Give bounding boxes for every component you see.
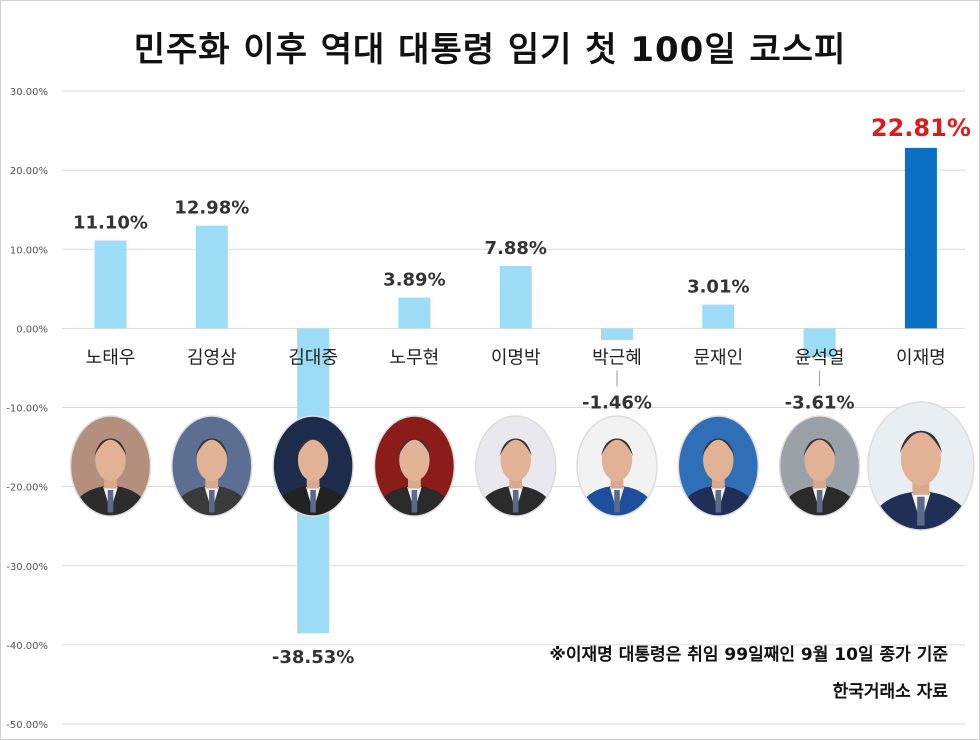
y-tick-label: -40.00%	[6, 641, 48, 652]
data-label: 7.88%	[484, 238, 546, 259]
footnote-basis: ※이재명 대통령은 취임 99일째인 9월 10일 종가 기준	[549, 645, 948, 665]
data-label: -3.61%	[785, 392, 855, 413]
data-label: 3.89%	[383, 270, 445, 291]
portrait-icon	[69, 415, 152, 517]
portrait-icon	[677, 415, 760, 517]
category-label: 이명박	[491, 347, 541, 368]
category-label: 노태우	[86, 347, 136, 368]
chart-title: 민주화 이후 역대 대통령 임기 첫 100일 코스피	[133, 30, 847, 70]
category-label: 김대중	[288, 347, 338, 368]
data-label: -38.53%	[272, 647, 354, 668]
category-label: 문재인	[693, 347, 743, 368]
category-label: 김영삼	[187, 347, 237, 368]
bar	[195, 225, 228, 329]
y-tick-label: 10.00%	[10, 245, 48, 256]
bar	[702, 304, 735, 329]
portrait-icon	[373, 415, 456, 517]
bar	[904, 147, 937, 329]
bar	[94, 240, 127, 329]
category-label: 이재명	[896, 347, 946, 368]
data-label: 22.81%	[871, 114, 971, 142]
y-tick-label: -20.00%	[6, 483, 48, 494]
category-label: 박근혜	[592, 347, 642, 368]
footnote-source: 한국거래소 자료	[832, 682, 948, 702]
portrait-icon	[778, 415, 861, 517]
data-label: 3.01%	[687, 277, 749, 298]
y-tick-label: -50.00%	[6, 720, 48, 731]
bar	[601, 328, 633, 340]
bar	[499, 266, 532, 329]
y-tick-label: -10.00%	[6, 404, 48, 415]
portrait-icon	[867, 401, 975, 531]
portrait-icon	[474, 415, 557, 517]
y-tick-label: 20.00%	[10, 166, 48, 177]
y-tick-label: -30.00%	[6, 562, 48, 573]
portrait-icon	[272, 415, 354, 517]
data-label: 11.10%	[73, 213, 148, 234]
data-label: 12.98%	[174, 198, 249, 219]
data-label: -1.46%	[582, 392, 652, 413]
y-tick-label: 30.00%	[10, 87, 48, 98]
y-tick-label: 0.00%	[16, 324, 48, 335]
portrait-icon	[576, 415, 658, 517]
portrait-icon	[171, 415, 253, 517]
bar	[803, 328, 836, 357]
category-label: 윤석열	[795, 347, 845, 368]
bar	[398, 297, 431, 329]
category-label: 노무현	[390, 347, 440, 368]
